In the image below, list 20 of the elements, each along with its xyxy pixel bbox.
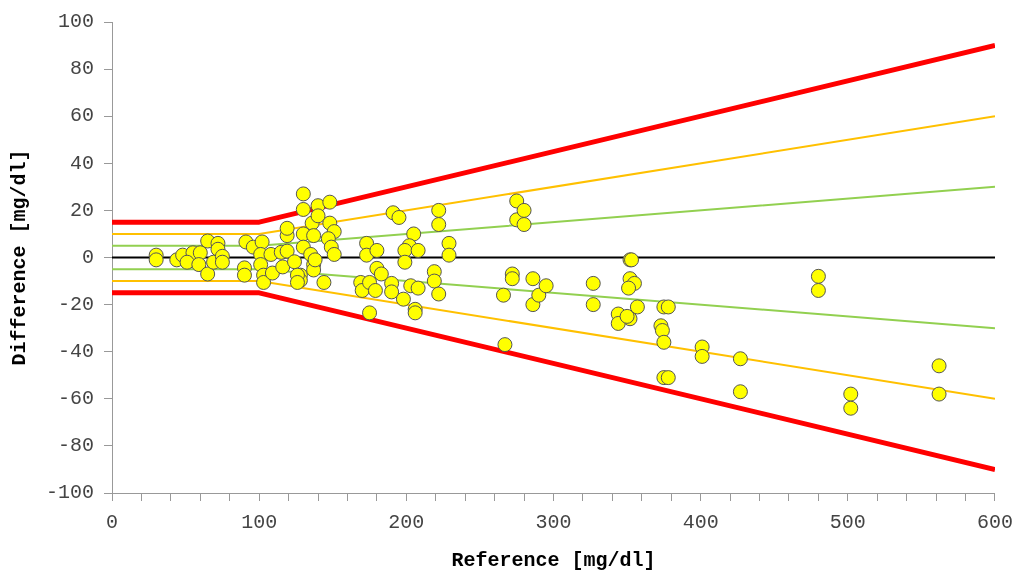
x-tick-label: 0 (106, 511, 119, 535)
x-tick-label: 200 (388, 511, 425, 535)
x-axis-title: Reference [mg/dl] (451, 549, 656, 573)
y-tick-label: 60 (69, 104, 95, 128)
y-tick-label: 0 (81, 245, 95, 269)
y-tick-label: -40 (57, 340, 95, 363)
x-tick-label: 500 (829, 511, 866, 535)
y-tick-label: 80 (69, 57, 95, 81)
y-tick-label: -100 (45, 481, 95, 505)
x-tick-label: 100 (241, 511, 278, 535)
y-tick-label: -20 (57, 292, 95, 316)
x-tick-label: 300 (535, 511, 572, 535)
y-tick-label: -60 (57, 387, 95, 411)
y-tick-label: 20 (69, 198, 95, 222)
y-tick-label: -80 (57, 434, 95, 458)
y-axis-title: Difference [mg/dl] (8, 149, 32, 366)
y-tick-label: 100 (57, 10, 95, 34)
y-tick-label: 40 (69, 151, 95, 175)
x-tick-label: 400 (682, 511, 719, 535)
x-tick-label: 600 (976, 511, 1013, 535)
